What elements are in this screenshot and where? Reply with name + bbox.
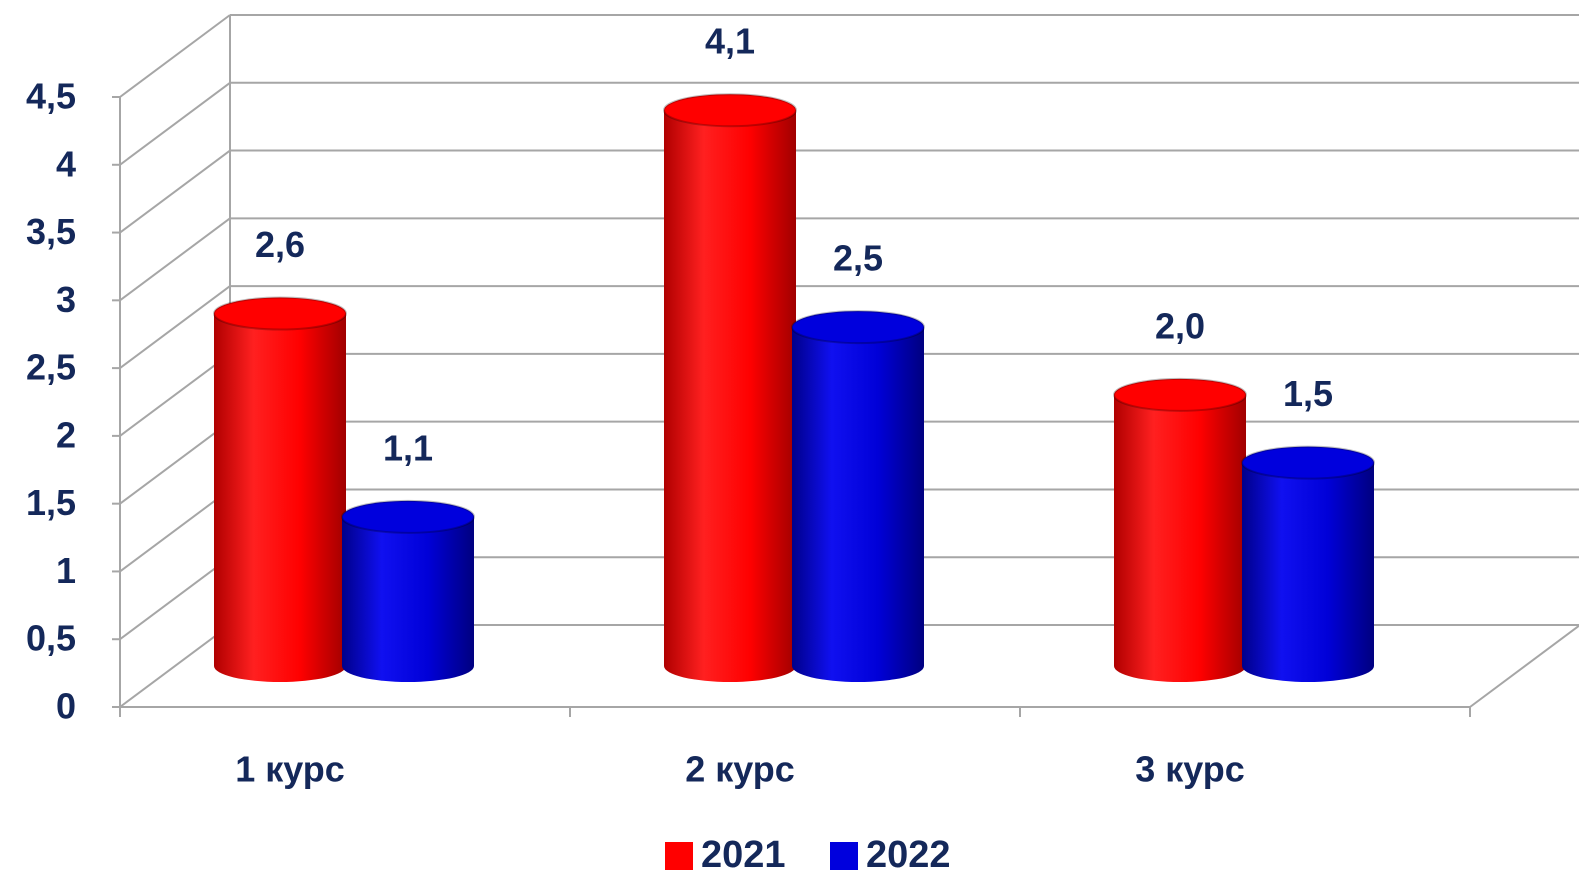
bar-body xyxy=(792,327,924,682)
y-tick-label: 2,5 xyxy=(26,347,76,388)
bar-body xyxy=(214,313,346,682)
bar xyxy=(791,310,925,682)
grid-line xyxy=(119,285,231,369)
grid-line xyxy=(119,81,231,166)
bar-top xyxy=(791,310,925,345)
bar-body xyxy=(664,110,796,682)
bar-top xyxy=(1241,445,1375,480)
bar-body xyxy=(1242,462,1374,682)
bar-top xyxy=(1113,377,1247,412)
grid-line xyxy=(119,217,231,302)
y-tick-label: 0,5 xyxy=(26,618,76,659)
bar-body xyxy=(1114,394,1246,682)
y-tick-label: 1,5 xyxy=(26,482,76,523)
legend-swatch xyxy=(830,842,858,870)
bar-top xyxy=(341,499,475,534)
y-tick-label: 0 xyxy=(56,686,76,727)
bar xyxy=(663,93,797,682)
data-label: 4,1 xyxy=(705,21,755,62)
y-tick-label: 2 xyxy=(56,414,76,455)
grid-line xyxy=(119,149,231,234)
grid-line xyxy=(119,353,231,437)
data-label: 2,5 xyxy=(833,238,883,279)
data-label: 2,6 xyxy=(255,224,305,265)
y-tick-label: 3,5 xyxy=(26,211,76,252)
legend-label: 2021 xyxy=(701,834,786,876)
y-tick-label: 3 xyxy=(56,279,76,320)
grid-line xyxy=(119,14,231,98)
bar-body xyxy=(342,516,474,682)
x-tick-label: 3 курс xyxy=(1135,749,1245,790)
x-tick-label: 2 курс xyxy=(685,749,795,790)
bar-top xyxy=(213,296,347,331)
legend-label: 2022 xyxy=(866,834,951,876)
grid-line xyxy=(119,624,231,708)
bar xyxy=(213,296,347,682)
y-tick-label: 4,5 xyxy=(26,76,76,117)
bar xyxy=(1113,377,1247,682)
y-tick-label: 1 xyxy=(56,550,76,591)
y-tick-label: 4 xyxy=(56,143,76,184)
floor-right xyxy=(1469,624,1579,708)
bar xyxy=(341,499,475,682)
x-tick-label: 1 курс xyxy=(235,749,345,790)
bar-top xyxy=(663,93,797,128)
data-label: 1,5 xyxy=(1283,373,1333,414)
grid-line xyxy=(119,488,231,573)
bar xyxy=(1241,445,1375,682)
data-label: 1,1 xyxy=(383,427,433,468)
legend-swatch xyxy=(665,842,693,870)
grid-line xyxy=(119,420,231,505)
grid-line xyxy=(119,556,231,641)
data-label: 2,0 xyxy=(1155,305,1205,346)
